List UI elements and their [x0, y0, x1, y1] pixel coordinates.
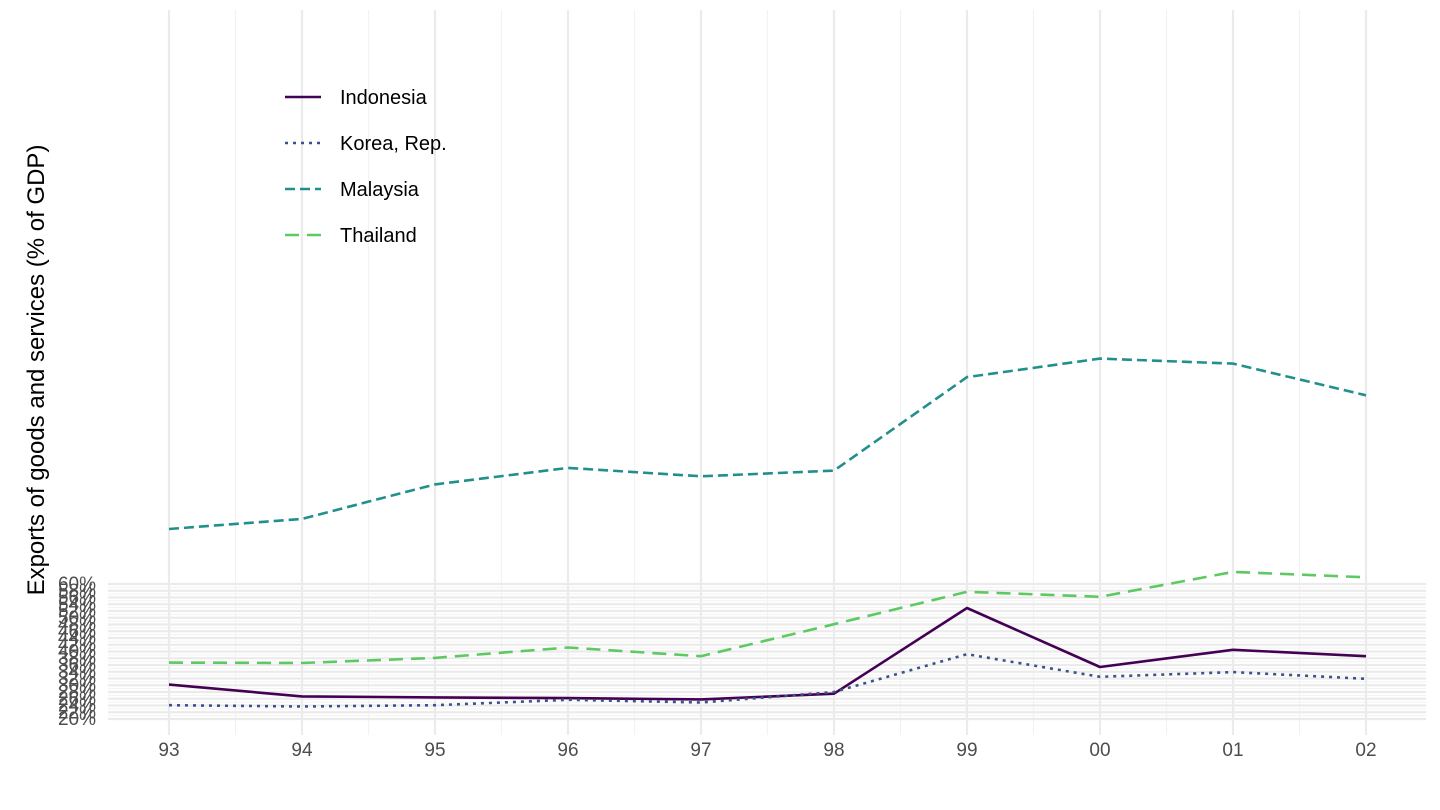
x-tick-label: 96: [557, 740, 578, 761]
y-tick-label: 24%: [58, 696, 96, 717]
y-tick-label: 52%: [58, 601, 96, 622]
y-tick-label: 48%: [58, 615, 96, 636]
y-tick-label: 40%: [58, 642, 96, 663]
x-tick-label: 94: [291, 740, 313, 761]
y-tick-label: 54%: [58, 594, 96, 615]
y-tick-label: 36%: [58, 655, 96, 676]
legend-label: Malaysia: [340, 179, 420, 201]
series-lines: [168, 357, 1367, 708]
series-line-malaysia: [168, 357, 1367, 531]
major-gridlines: [108, 10, 1426, 735]
x-tick-label: 99: [956, 740, 977, 761]
y-tick-label: 28%: [58, 682, 96, 703]
y-tick-label: 58%: [58, 581, 96, 602]
y-tick-label: 46%: [58, 621, 96, 642]
y-tick-label: 60%: [58, 574, 96, 595]
x-tick-label: 98: [823, 740, 844, 761]
y-tick-label: 32%: [58, 669, 96, 690]
y-axis-label: Exports of goods and services (% of GDP): [23, 145, 50, 596]
legend: Indonesia Korea, Rep. Malaysia Thailand: [285, 87, 447, 247]
legend-label: Thailand: [340, 225, 417, 247]
legend-label: Indonesia: [340, 87, 428, 109]
x-tick-label: 02: [1355, 740, 1376, 761]
y-tick-label: 22%: [58, 702, 96, 723]
y-tick-label: 56%: [58, 588, 96, 609]
y-tick-label: 42%: [58, 635, 96, 656]
x-tick-label: 97: [690, 740, 711, 761]
x-tick-label: 00: [1089, 740, 1110, 761]
y-tick-label: 20%: [58, 709, 96, 730]
y-axis-ticks: 20%22%24%26%28%30%32%34%36%38%40%42%44%4…: [58, 574, 96, 730]
y-tick-label: 26%: [58, 689, 96, 710]
y-tick-label: 50%: [58, 608, 96, 629]
y-tick-label: 30%: [58, 675, 96, 696]
y-tick-label: 34%: [58, 662, 96, 683]
x-tick-label: 93: [158, 740, 179, 761]
legend-label: Korea, Rep.: [340, 133, 447, 155]
series-line-indonesia: [168, 606, 1367, 701]
series-line-thailand: [168, 570, 1367, 665]
y-tick-label: 44%: [58, 628, 96, 649]
x-tick-label: 95: [424, 740, 445, 761]
x-axis-ticks: 93 94 95 96 97 98 99 00 01 02: [158, 740, 1376, 761]
minor-gridlines: [108, 10, 1426, 735]
x-tick-label: 01: [1222, 740, 1243, 761]
y-tick-label: 38%: [58, 648, 96, 669]
